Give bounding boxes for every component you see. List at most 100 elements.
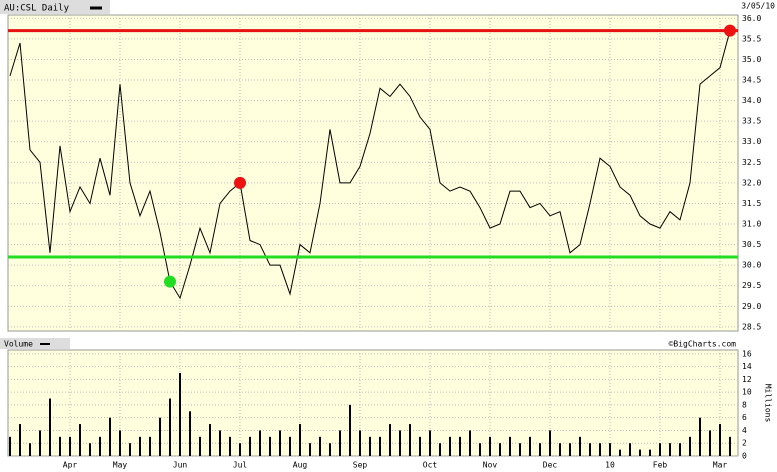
- volume-bar: [89, 443, 91, 456]
- x-tick-label: Sep: [353, 461, 368, 470]
- x-tick-label: Jun: [173, 461, 188, 470]
- y-tick-label: 4: [742, 426, 747, 435]
- volume-bar: [559, 443, 561, 456]
- y-tick-label: 8: [742, 400, 747, 409]
- volume-bar: [599, 443, 601, 456]
- credit: ©BigCharts.com: [669, 340, 737, 349]
- y-tick-label: 33.5: [742, 117, 761, 126]
- volume-bar: [459, 436, 461, 456]
- volume-bar: [389, 424, 391, 456]
- date-label: 3/05/10: [741, 2, 775, 11]
- volume-bar: [429, 430, 431, 456]
- volume-bar: [709, 430, 711, 456]
- y-tick-label: 32.0: [742, 178, 761, 187]
- y-tick-label: 33.0: [742, 137, 761, 146]
- volume-bar: [669, 443, 671, 456]
- volume-bar: [29, 443, 31, 456]
- volume-title: Volume: [4, 340, 33, 349]
- x-tick-label: Feb: [653, 461, 668, 470]
- x-tick-label: Aug: [293, 461, 308, 470]
- volume-bar: [329, 443, 331, 456]
- volume-bar: [249, 436, 251, 456]
- x-tick-label: Oct: [423, 461, 438, 470]
- volume-bar: [419, 436, 421, 456]
- volume-bar: [79, 424, 81, 456]
- y-tick-label: 16: [742, 349, 752, 358]
- volume-bar: [569, 443, 571, 456]
- y-tick-label: 35.5: [742, 34, 761, 43]
- volume-bar: [639, 449, 641, 456]
- volume-bar: [139, 436, 141, 456]
- volume-bar: [409, 424, 411, 456]
- volume-bar: [219, 430, 221, 456]
- volume-bar: [189, 411, 191, 456]
- volume-bar: [109, 417, 111, 456]
- y-tick-label: 6: [742, 413, 747, 422]
- marker: [164, 275, 176, 288]
- price-line: [9, 30, 731, 300]
- volume-bar: [579, 436, 581, 456]
- volume-bar: [659, 443, 661, 456]
- volume-bar: [319, 436, 321, 456]
- volume-bar: [129, 443, 131, 456]
- volume-bar: [729, 436, 731, 456]
- volume-bar: [699, 417, 701, 456]
- x-tick-label: Mar: [713, 461, 728, 470]
- price-panel: [7, 14, 739, 332]
- x-tick-label: May: [113, 461, 128, 470]
- volume-bar: [99, 436, 101, 456]
- marker: [234, 176, 246, 189]
- volume-bar: [299, 424, 301, 456]
- volume-bar: [19, 424, 21, 456]
- y-tick-label: 31.0: [742, 220, 761, 229]
- volume-bar: [199, 436, 201, 456]
- volume-bar: [499, 443, 501, 456]
- volume-bar: [469, 430, 471, 456]
- volume-bar: [519, 443, 521, 456]
- volume-panel: [7, 349, 739, 457]
- volume-bar: [629, 443, 631, 456]
- volume-bar: [269, 436, 271, 456]
- marker: [724, 24, 736, 37]
- y-tick-label: 36.0: [742, 14, 761, 23]
- y-tick-label: 0: [742, 452, 747, 461]
- volume-bar: [369, 436, 371, 456]
- volume-bar: [339, 430, 341, 456]
- y-tick-label: 32.5: [742, 158, 761, 167]
- volume-bar: [349, 404, 351, 456]
- y-tick-label: 12: [742, 375, 752, 384]
- volume-bar: [449, 436, 451, 456]
- volume-bar: [49, 398, 51, 456]
- volume-bar: [719, 424, 721, 456]
- volume-bar: [439, 443, 441, 456]
- volume-bar: [609, 443, 611, 456]
- x-tick-label: 10: [605, 461, 615, 470]
- volume-bar: [679, 443, 681, 456]
- y-tick-label: 34.0: [742, 96, 761, 105]
- volume-bar: [69, 436, 71, 456]
- y-tick-label: 14: [742, 362, 752, 371]
- volume-bar: [309, 443, 311, 456]
- volume-title-box: [0, 338, 70, 349]
- volume-bar: [179, 372, 181, 456]
- y-tick-label: 35.0: [742, 55, 761, 64]
- volume-bar: [279, 430, 281, 456]
- volume-bar: [509, 436, 511, 456]
- volume-bar: [529, 436, 531, 456]
- volume-bar: [619, 449, 621, 456]
- volume-bar: [359, 430, 361, 456]
- x-tick-label: Jul: [233, 461, 248, 470]
- volume-bar: [589, 443, 591, 456]
- y-tick-label: 29.5: [742, 281, 761, 290]
- x-tick-label: Nov: [483, 461, 498, 470]
- y-tick-label: 2: [742, 439, 747, 448]
- volume-bar: [59, 436, 61, 456]
- title-box: [0, 0, 110, 14]
- y-tick-label: 28.5: [742, 322, 761, 331]
- y-axis-label: Millions: [764, 384, 773, 423]
- volume-bar: [539, 443, 541, 456]
- x-tick-label: Apr: [63, 461, 78, 470]
- volume-bar: [39, 430, 41, 456]
- volume-bar: [9, 436, 11, 456]
